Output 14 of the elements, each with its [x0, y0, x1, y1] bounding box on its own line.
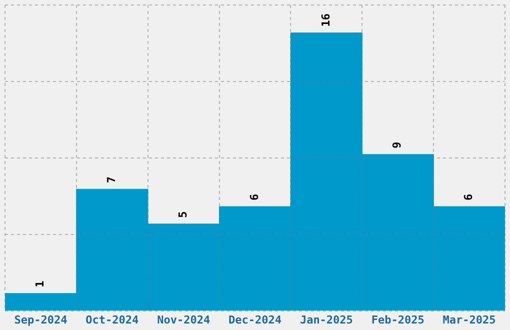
x-tick-label: Mar-2025: [442, 313, 496, 326]
data-label: 1: [34, 280, 47, 288]
data-label: 9: [390, 142, 404, 148]
data-label: 5: [176, 211, 190, 218]
x-tick-label: Jan-2025: [300, 313, 353, 326]
x-tick-label: Dec-2024: [228, 313, 282, 326]
x-tick-label: Oct-2024: [86, 313, 140, 326]
x-tick-label: Feb-2025: [371, 313, 424, 326]
data-label: 7: [105, 176, 118, 184]
data-label: 16: [319, 13, 332, 27]
x-tick-label: Nov-2024: [157, 313, 210, 326]
data-label: 6: [462, 194, 476, 201]
data-label: 6: [248, 194, 261, 201]
x-tick-label: Sep-2024: [14, 313, 68, 326]
